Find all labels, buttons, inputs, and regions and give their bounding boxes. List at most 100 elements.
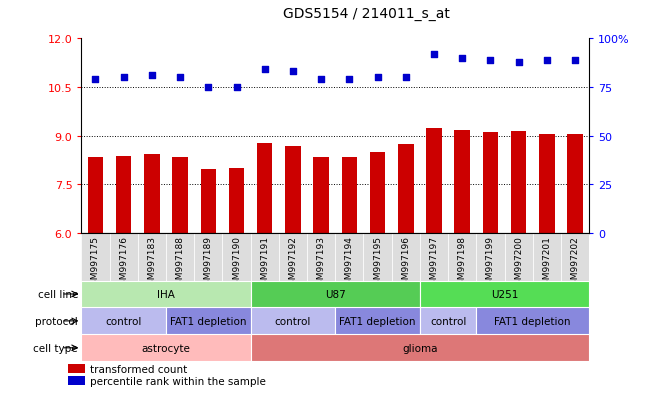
Bar	[567, 135, 583, 233]
Text: FAT1 depletion: FAT1 depletion	[495, 316, 571, 326]
Text: GSM997190: GSM997190	[232, 236, 241, 291]
Bar	[370, 153, 385, 233]
Text: transformed count: transformed count	[90, 364, 187, 374]
Bar	[257, 144, 273, 233]
Text: control: control	[105, 316, 142, 326]
Bar	[109, 233, 138, 281]
Text: GSM997193: GSM997193	[316, 236, 326, 291]
Bar	[533, 233, 561, 281]
Point	[316, 77, 326, 83]
Bar	[88, 157, 104, 233]
Point	[231, 84, 242, 91]
Text: GSM997196: GSM997196	[401, 236, 410, 291]
Point	[570, 57, 580, 64]
Bar	[342, 158, 357, 233]
Bar	[201, 170, 216, 233]
Text: GSM997195: GSM997195	[373, 236, 382, 291]
Bar	[477, 308, 589, 335]
Text: control: control	[430, 316, 466, 326]
Text: U87: U87	[325, 289, 346, 299]
Text: percentile rank within the sample: percentile rank within the sample	[90, 376, 266, 386]
Bar	[68, 364, 85, 373]
Bar	[420, 233, 448, 281]
Point	[457, 55, 467, 62]
Text: GSM997175: GSM997175	[91, 236, 100, 291]
Point	[146, 73, 157, 79]
Bar	[477, 233, 505, 281]
Text: FAT1 depletion: FAT1 depletion	[339, 316, 416, 326]
Text: cell type: cell type	[33, 343, 78, 353]
Bar	[251, 308, 335, 335]
Text: GSM997189: GSM997189	[204, 236, 213, 291]
Bar	[448, 233, 477, 281]
Bar	[166, 233, 194, 281]
Bar	[81, 233, 109, 281]
Text: GSM997191: GSM997191	[260, 236, 270, 291]
Text: GSM997198: GSM997198	[458, 236, 467, 291]
Text: control: control	[275, 316, 311, 326]
Bar	[454, 131, 470, 233]
Point	[485, 57, 495, 64]
Bar	[251, 281, 420, 308]
Bar	[173, 158, 188, 233]
Text: GSM997176: GSM997176	[119, 236, 128, 291]
Text: U251: U251	[491, 289, 518, 299]
Text: GSM997192: GSM997192	[288, 236, 298, 290]
Text: protocol: protocol	[35, 316, 78, 326]
Text: GSM997199: GSM997199	[486, 236, 495, 291]
Bar	[335, 233, 363, 281]
Text: glioma: glioma	[402, 343, 437, 353]
Bar	[116, 157, 132, 233]
Point	[260, 67, 270, 74]
Point	[118, 75, 129, 81]
Bar	[285, 147, 301, 233]
Point	[288, 69, 298, 76]
Bar	[166, 308, 251, 335]
Point	[514, 59, 524, 66]
Bar	[511, 132, 527, 233]
Bar	[223, 233, 251, 281]
Point	[542, 57, 552, 64]
Bar	[398, 145, 413, 233]
Text: cell line: cell line	[38, 289, 78, 299]
Bar	[144, 155, 159, 233]
Bar	[81, 335, 251, 361]
Bar	[426, 128, 442, 233]
Text: GSM997194: GSM997194	[345, 236, 354, 290]
Bar	[561, 233, 589, 281]
Bar	[335, 308, 420, 335]
Bar	[194, 233, 223, 281]
Text: GSM997201: GSM997201	[542, 236, 551, 290]
Bar	[539, 135, 555, 233]
Bar	[68, 376, 85, 386]
Text: GSM997202: GSM997202	[570, 236, 579, 290]
Text: GDS5154 / 214011_s_at: GDS5154 / 214011_s_at	[283, 7, 450, 21]
Bar	[392, 233, 420, 281]
Bar	[229, 169, 244, 233]
Bar	[420, 308, 477, 335]
Bar	[279, 233, 307, 281]
Bar	[313, 157, 329, 233]
Text: FAT1 depletion: FAT1 depletion	[170, 316, 247, 326]
Point	[90, 77, 101, 83]
Text: IHA: IHA	[157, 289, 175, 299]
Point	[400, 75, 411, 81]
Text: GSM997188: GSM997188	[176, 236, 185, 291]
Point	[203, 84, 214, 91]
Bar	[138, 233, 166, 281]
Bar	[505, 233, 533, 281]
Bar	[251, 335, 589, 361]
Bar	[251, 233, 279, 281]
Bar	[81, 308, 166, 335]
Bar	[482, 133, 498, 233]
Bar	[307, 233, 335, 281]
Bar	[420, 281, 589, 308]
Text: GSM997197: GSM997197	[430, 236, 439, 291]
Text: astrocyte: astrocyte	[141, 343, 191, 353]
Point	[372, 75, 383, 81]
Text: GSM997200: GSM997200	[514, 236, 523, 290]
Point	[175, 75, 186, 81]
Text: GSM997183: GSM997183	[147, 236, 156, 291]
Point	[429, 52, 439, 58]
Bar	[363, 233, 392, 281]
